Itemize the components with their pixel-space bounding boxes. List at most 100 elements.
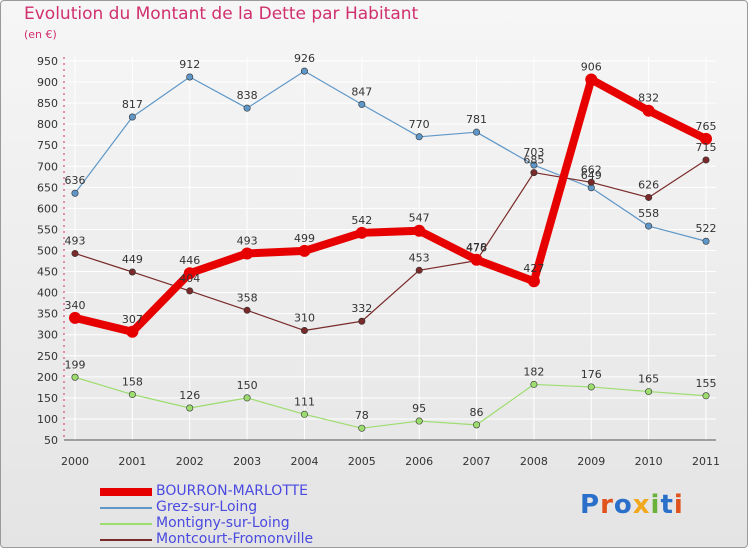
data-label-bourron-marlotte: 493 [237, 234, 258, 247]
series-line-bourron-marlotte [71, 75, 710, 336]
data-label-montigny-sur-loing: 126 [179, 389, 200, 402]
data-point-grez-sur-loing [300, 67, 308, 75]
data-point-bourron-marlotte [470, 253, 483, 266]
x-tick-label: 2000 [61, 455, 89, 468]
data-label-montcourt-fromonville: 404 [179, 272, 200, 285]
y-tick-label: 100 [37, 413, 58, 426]
data-label-montcourt-fromonville: 715 [696, 141, 717, 154]
data-label-bourron-marlotte: 478 [466, 241, 487, 254]
logo-letter: x [632, 490, 651, 520]
legend-swatch [100, 488, 152, 496]
data-point-montigny-sur-loing [71, 373, 79, 381]
data-label-grez-sur-loing: 522 [696, 222, 717, 235]
y-tick-label: 200 [37, 371, 58, 384]
data-label-montigny-sur-loing: 111 [294, 395, 315, 408]
data-label-bourron-marlotte: 542 [351, 214, 372, 227]
data-point-grez-sur-loing [473, 128, 481, 136]
data-point-grez-sur-loing [358, 100, 366, 108]
x-tick-label: 2009 [577, 455, 605, 468]
data-label-grez-sur-loing: 558 [638, 207, 659, 220]
data-point-grez-sur-loing [645, 222, 653, 230]
data-label-montcourt-fromonville: 332 [351, 302, 372, 315]
proxiti-logo: Proxiti [580, 490, 684, 520]
data-label-montigny-sur-loing: 182 [523, 365, 544, 378]
legend-item: BOURRON-MARLOTTE [100, 483, 400, 500]
data-point-montigny-sur-loing [300, 410, 308, 418]
data-point-grez-sur-loing [186, 73, 194, 81]
legend-item: Montigny-sur-Loing [100, 515, 400, 532]
x-tick-label: 2001 [118, 455, 146, 468]
data-label-montcourt-fromonville: 626 [638, 178, 659, 191]
y-tick-label: 350 [37, 308, 58, 321]
x-tick-label: 2006 [405, 455, 433, 468]
data-label-bourron-marlotte: 547 [409, 212, 430, 225]
data-point-grez-sur-loing [530, 161, 538, 169]
y-tick-label: 850 [37, 97, 58, 110]
data-label-bourron-marlotte: 340 [65, 299, 86, 312]
data-point-bourron-marlotte [413, 224, 426, 237]
grid [64, 57, 716, 441]
data-point-bourron-marlotte [126, 325, 139, 338]
chart-title: Evolution du Montant de la Dette par Hab… [24, 4, 419, 24]
data-label-montcourt-fromonville: 310 [294, 312, 315, 325]
data-label-grez-sur-loing: 781 [466, 113, 487, 126]
x-tick-label: 2007 [463, 455, 491, 468]
legend-label: Montigny-sur-Loing [156, 515, 290, 531]
data-label-montcourt-fromonville: 662 [581, 163, 602, 176]
data-point-bourron-marlotte [700, 132, 712, 145]
data-point-montigny-sur-loing [243, 394, 251, 402]
data-point-bourron-marlotte [183, 267, 196, 280]
legend-item: Montcourt-Fromonville [100, 531, 400, 548]
data-point-grez-sur-loing [243, 104, 251, 112]
data-label-grez-sur-loing: 926 [294, 52, 315, 65]
data-label-montigny-sur-loing: 165 [638, 373, 659, 386]
data-label-grez-sur-loing: 847 [351, 85, 372, 98]
data-point-montigny-sur-loing [645, 388, 653, 396]
y-tick-label: 800 [37, 118, 58, 131]
data-point-montcourt-fromonville [243, 306, 251, 314]
data-point-montcourt-fromonville [186, 287, 194, 295]
data-point-montcourt-fromonville [530, 169, 538, 177]
data-label-bourron-marlotte: 427 [523, 262, 544, 275]
data-point-montcourt-fromonville [587, 178, 595, 186]
data-point-montcourt-fromonville [358, 317, 366, 325]
y-tick-label: 700 [37, 160, 58, 173]
data-label-grez-sur-loing: 703 [523, 146, 544, 159]
data-label-bourron-marlotte: 832 [638, 92, 659, 105]
data-point-montigny-sur-loing [587, 383, 595, 391]
data-label-montcourt-fromonville: 358 [237, 291, 258, 304]
x-tick-label: 2002 [176, 455, 204, 468]
y-tick-label: 750 [37, 139, 58, 152]
series-line-grez-sur-loing [74, 70, 707, 242]
data-point-montigny-sur-loing [186, 404, 194, 412]
legend-swatch [100, 507, 152, 509]
data-label-montigny-sur-loing: 86 [470, 406, 484, 419]
data-point-montigny-sur-loing [128, 391, 136, 399]
data-label-bourron-marlotte: 499 [294, 232, 315, 245]
data-point-bourron-marlotte [69, 311, 81, 324]
data-label-montcourt-fromonville: 453 [409, 251, 430, 264]
data-point-bourron-marlotte [642, 104, 655, 117]
data-label-grez-sur-loing: 817 [122, 98, 143, 111]
data-label-montigny-sur-loing: 199 [65, 358, 86, 371]
data-labels: 636 817 912 838 926 847 770 781 703 649 558 522 199 1… [65, 52, 717, 422]
y-tick-label: 300 [37, 329, 58, 342]
data-label-montcourt-fromonville: 476 [466, 242, 487, 255]
logo-letter: r [600, 490, 614, 520]
data-point-montigny-sur-loing [358, 424, 366, 432]
data-point-grez-sur-loing [128, 113, 136, 121]
data-label-montigny-sur-loing: 176 [581, 368, 602, 381]
y-tick-label: 400 [37, 287, 58, 300]
y-tick-label: 900 [37, 76, 58, 89]
legend-label: BOURRON-MARLOTTE [156, 483, 309, 499]
data-label-montcourt-fromonville: 493 [65, 234, 86, 247]
x-tick-label: 2005 [348, 455, 376, 468]
data-point-montigny-sur-loing [473, 421, 481, 429]
x-tick-label: 2004 [290, 455, 318, 468]
data-point-bourron-marlotte [298, 244, 311, 257]
data-point-montcourt-fromonville [71, 249, 79, 257]
logo-letter: i [673, 490, 684, 520]
data-label-montcourt-fromonville: 449 [122, 253, 143, 266]
y-tick-label: 500 [37, 245, 58, 258]
